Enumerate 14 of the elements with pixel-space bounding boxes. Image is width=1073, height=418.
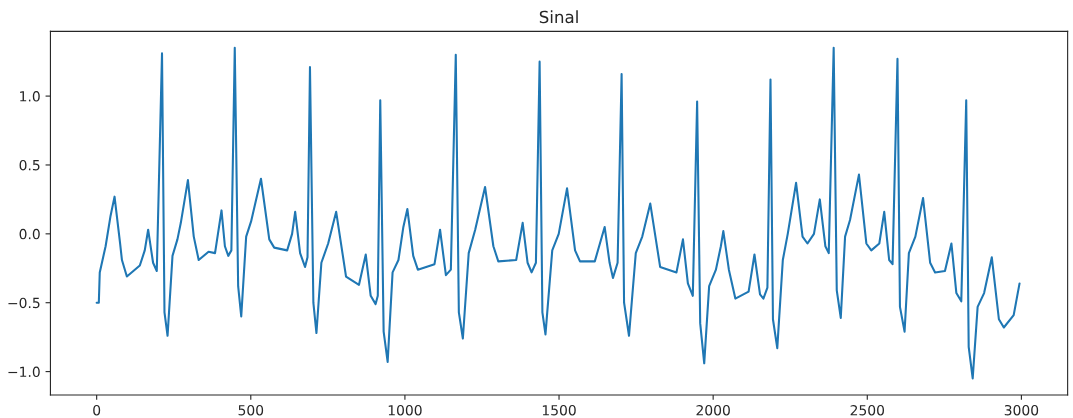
line-series (95, 46, 1021, 380)
x-tick-label: 2000 (696, 404, 730, 416)
y-tick-label: 0.0 (19, 228, 40, 240)
x-tick-label: 0 (93, 404, 101, 416)
x-tick-label: 3000 (1004, 404, 1039, 416)
y-tick-label: −1.0 (8, 366, 40, 378)
x-tick-label: 1500 (542, 404, 576, 416)
x-tick-label: 1000 (388, 404, 422, 416)
chart-title: Sinal (539, 10, 578, 24)
y-tick-label: 0.5 (19, 159, 40, 171)
x-tick-label: 500 (238, 404, 264, 416)
y-tick-label: 1.0 (20, 91, 40, 102)
y-tick-label: −0.5 (8, 297, 40, 309)
x-tick-label: 2500 (850, 404, 885, 416)
